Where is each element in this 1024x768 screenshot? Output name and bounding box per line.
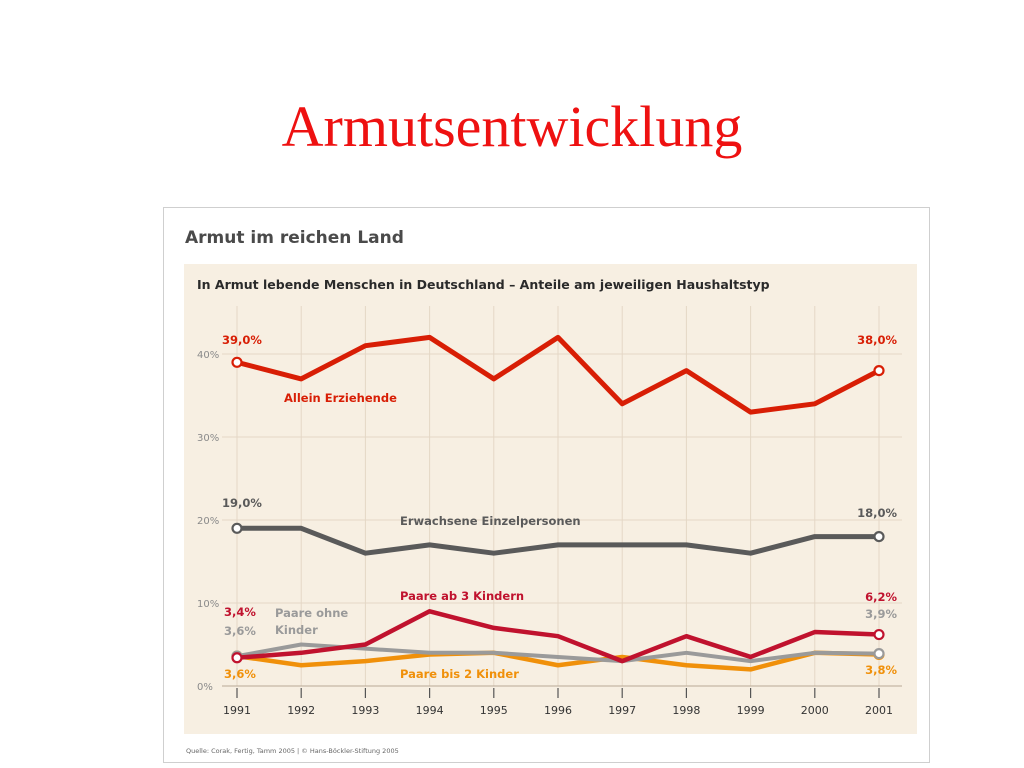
start-label: 39,0% — [222, 333, 262, 347]
endpoint-marker — [873, 365, 885, 377]
endpoint-marker — [231, 522, 243, 534]
end-label: 3,9% — [865, 607, 897, 621]
x-tick-label: 2000 — [801, 704, 829, 717]
y-tick-label: 20% — [197, 516, 219, 527]
y-tick-label: 40% — [197, 350, 219, 361]
start-label: 3,6% — [224, 624, 256, 638]
endpoint-marker — [231, 652, 243, 664]
x-tick-label: 1996 — [544, 704, 572, 717]
endpoint-marker — [231, 356, 243, 368]
panel-title: Armut im reichen Land — [185, 228, 404, 248]
y-tick-label: 0% — [197, 682, 213, 693]
x-tick-label: 1993 — [351, 704, 379, 717]
series-name-label: Paare ohne Kinder — [275, 606, 348, 637]
x-tick-label: 1994 — [416, 704, 444, 717]
y-tick-label: 30% — [197, 433, 219, 444]
start-label: 3,4% — [224, 605, 256, 619]
endpoint-marker — [873, 648, 885, 660]
end-label: 38,0% — [857, 333, 897, 347]
y-tick-label: 10% — [197, 599, 219, 610]
x-tick-label: 1997 — [608, 704, 636, 717]
x-tick-label: 1998 — [672, 704, 700, 717]
x-tick-label: 1991 — [223, 704, 251, 717]
end-label: 6,2% — [865, 590, 897, 604]
endpoint-marker — [873, 628, 885, 641]
series-name-label: Paare bis 2 Kinder — [400, 667, 519, 681]
endpoint-marker — [873, 531, 885, 543]
line-chart: In Armut lebende Menschen in Deutschland… — [184, 264, 917, 734]
series-name-label: Paare ab 3 Kindern — [400, 589, 524, 603]
x-tick-label: 1992 — [287, 704, 315, 717]
end-label: 3,8% — [865, 663, 897, 677]
end-label: 18,0% — [857, 506, 897, 520]
chart-panel: Armut im reichen Land In Armut lebende M… — [163, 207, 930, 763]
x-tick-label: 1999 — [737, 704, 765, 717]
start-label: 3,6% — [224, 667, 256, 681]
start-label: 19,0% — [222, 496, 262, 510]
series-name-label: Allein Erziehende — [284, 391, 397, 405]
series-name-label: Erwachsene Einzelpersonen — [400, 514, 581, 528]
chart-subtitle: In Armut lebende Menschen in Deutschland… — [197, 277, 770, 292]
x-tick-label: 1995 — [480, 704, 508, 717]
source-note: Quelle: Corak, Fertig, Tamm 2005 | © Han… — [186, 747, 399, 755]
x-tick-label: 2001 — [865, 704, 893, 717]
slide-title: Armutsentwicklung — [281, 94, 743, 159]
